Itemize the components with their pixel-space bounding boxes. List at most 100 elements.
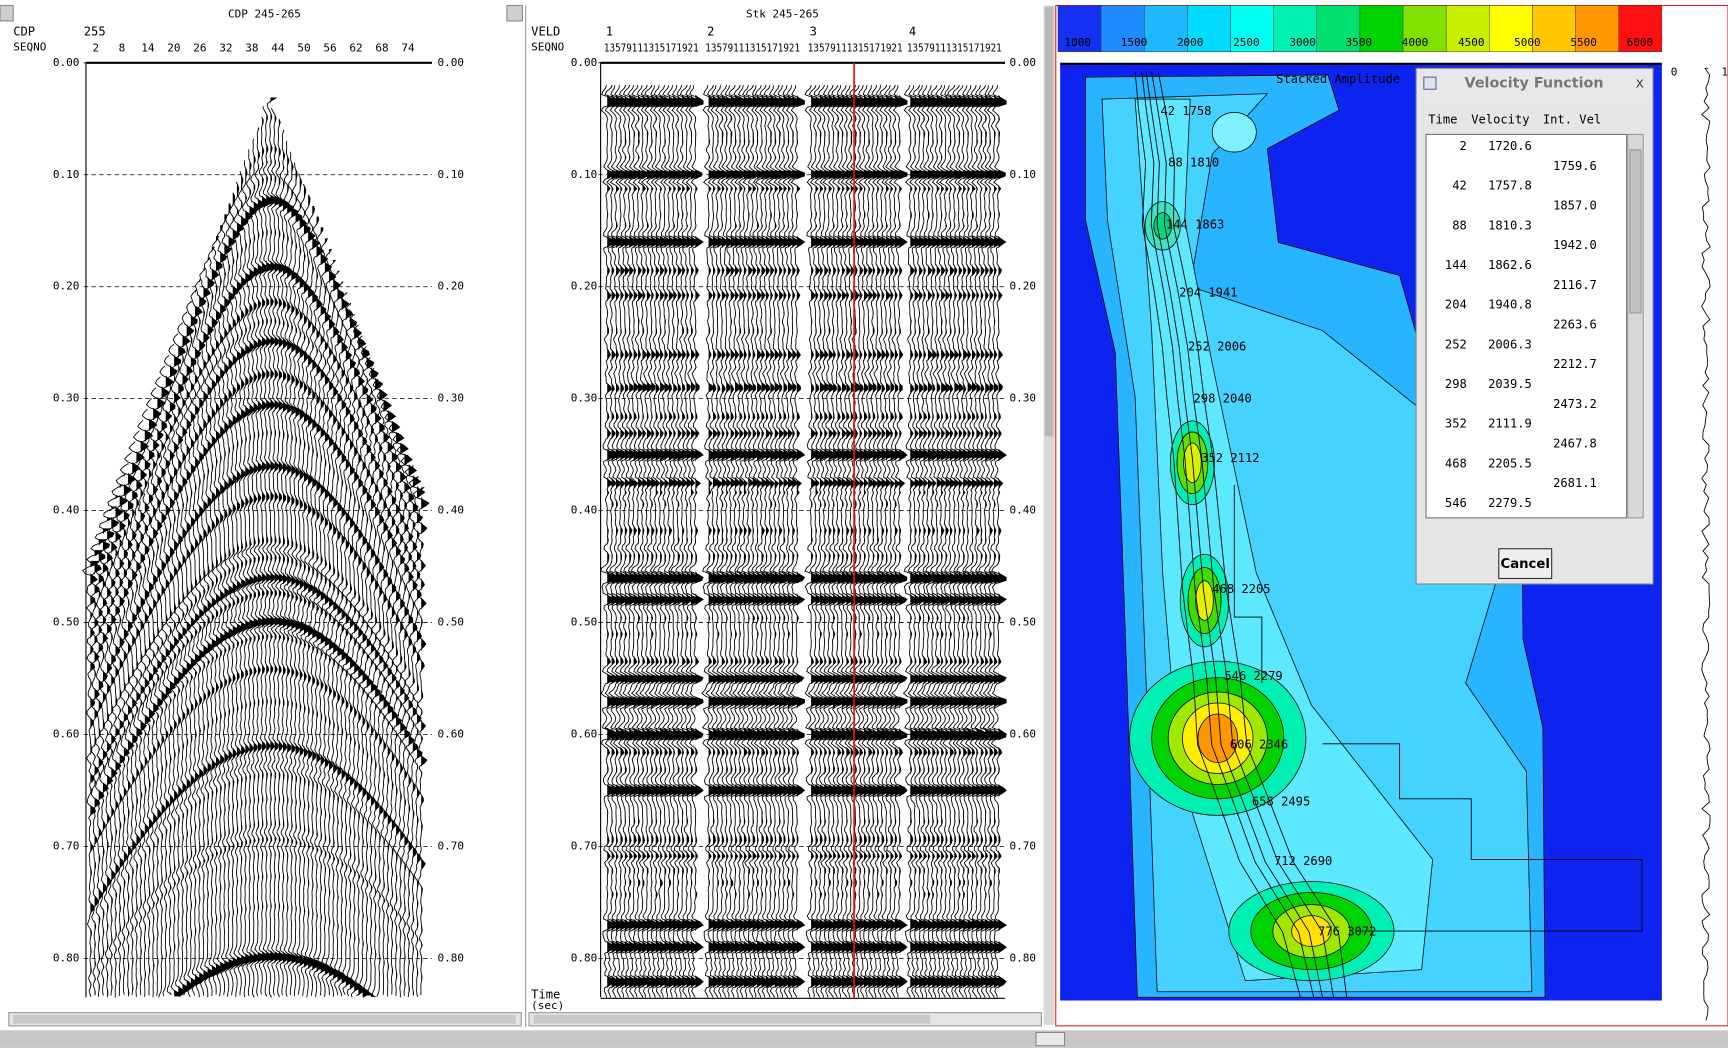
cancel-label: Cancel (1501, 557, 1550, 572)
wiggle-fill (855, 85, 863, 998)
group-label: 2 (707, 24, 714, 38)
axis-label: SEQNO (531, 40, 564, 53)
interval-cell: 1942.0 (1553, 238, 1597, 252)
scrollbar[interactable] (1043, 5, 1055, 1025)
wiggle-trace (128, 441, 145, 997)
column-header: Int. Vel (1543, 113, 1601, 127)
colorbar-label: 1000 (1065, 36, 1092, 49)
wiggle-fill (936, 85, 945, 998)
velocity-cell: 2279.5 (1488, 496, 1532, 510)
colorbar-label: 4500 (1458, 36, 1485, 49)
close-button[interactable]: x (1636, 76, 1645, 92)
colorbar-label: 2000 (1177, 36, 1204, 49)
wiggle-trace (987, 85, 1003, 998)
colorbar-cell (1144, 5, 1188, 53)
wiggle-trace (652, 85, 669, 998)
wiggle-fill (677, 85, 686, 998)
colorbar-cell (1273, 5, 1318, 53)
wiggle-fill (664, 85, 673, 998)
trace-label: 74 (401, 41, 415, 54)
wiggle-fill (651, 85, 660, 998)
column-header: Time (1428, 113, 1457, 127)
scroll-thumb[interactable] (1044, 6, 1054, 437)
interval-cell: 2467.8 (1553, 437, 1597, 451)
wiggle-trace (600, 85, 616, 998)
velocity-cell: 1940.8 (1488, 298, 1532, 312)
wiggle-trace (145, 398, 162, 998)
time-label: Time (531, 988, 560, 1002)
wiggle-fill (743, 85, 752, 998)
velocity-cell: 2111.9 (1488, 417, 1532, 431)
wiggle-trace (299, 183, 312, 997)
wiggle-fill (708, 85, 717, 998)
group-label: 1 (606, 24, 613, 38)
wiggle-fill (203, 268, 211, 996)
wiggle-fill (735, 85, 743, 998)
trace-label: 2 (93, 41, 100, 54)
wiggle-fill (932, 85, 941, 998)
wiggle-fill (607, 85, 615, 998)
wiggle-trace (835, 85, 851, 998)
wiggle-fill (682, 85, 690, 998)
wiggle-trace (617, 84, 634, 998)
time-tick-label: 0.50 (1009, 616, 1036, 629)
dialog-title: Velocity Function (1465, 76, 1604, 92)
next-button[interactable] (506, 4, 523, 22)
wiggle-trace (982, 85, 999, 998)
wiggle-trace (320, 238, 332, 997)
time-tick-label: 0.00 (571, 56, 598, 69)
wiggle-trace (878, 84, 895, 998)
wiggle-trace (324, 248, 337, 996)
wiggle-fill (241, 171, 249, 996)
wiggle-trace (224, 203, 237, 997)
colorbar-label: 5500 (1570, 36, 1597, 49)
wiggle-trace (396, 443, 413, 996)
wiggle-trace (282, 140, 295, 997)
time-tick-label: 0.70 (438, 839, 465, 852)
colorbar-cell (1402, 5, 1447, 53)
colorbar-label: 3000 (1289, 36, 1316, 49)
contour (1291, 915, 1332, 947)
wiggle-trace (291, 162, 303, 997)
window-icon (1423, 76, 1437, 90)
side-strip (1664, 63, 1726, 1023)
wiggle-fill (199, 279, 207, 998)
wiggle-trace (907, 85, 924, 998)
seqno-label: 13579111315171921 (705, 41, 800, 54)
wiggle-trace (124, 452, 141, 995)
pick-label: 298 2040 (1194, 391, 1252, 405)
colorbar-label: 2500 (1233, 36, 1260, 49)
wiggle-fill (792, 85, 801, 998)
wiggle-trace (353, 324, 367, 997)
scroll-thumb[interactable] (13, 1014, 516, 1024)
wiggle-fill (266, 106, 274, 997)
wiggle-trace (959, 85, 977, 998)
colorbar-cell (1575, 5, 1619, 53)
scrollbars (0, 1012, 1728, 1048)
wiggle-fill (655, 85, 664, 998)
wiggle-trace (163, 354, 178, 995)
scroll-thumb[interactable] (533, 1014, 931, 1024)
wiggle-fill (963, 85, 971, 998)
scrollbar[interactable] (0, 1030, 1728, 1048)
trace-label: 8 (119, 41, 126, 54)
wiggle-trace (278, 129, 291, 996)
trace-label: 26 (193, 41, 206, 54)
prev-button[interactable] (0, 4, 14, 22)
time-tick-label: 0.00 (1009, 56, 1036, 69)
colorbar-label: 6000 (1627, 36, 1654, 49)
velocity-cell: 1810.3 (1488, 218, 1532, 232)
wiggle-trace (955, 85, 972, 998)
wiggle-trace (675, 85, 691, 998)
pick-label: 712 2690 (1274, 854, 1332, 868)
wiggle-trace (270, 108, 282, 996)
cancel-button[interactable] (1498, 548, 1553, 580)
time-cell: 298 (1445, 377, 1467, 391)
velocity-curve (1141, 71, 1315, 998)
scroll-thumb[interactable] (1035, 1031, 1066, 1047)
wiggle-trace (920, 85, 937, 998)
wiggle-trace (237, 170, 249, 996)
wiggle-trace (304, 194, 316, 998)
cdp-panel: CDP 245-265 CDP SEQNO 255 0.00 0.00 0.10 0.… (0, 4, 523, 998)
wiggle-trace (98, 517, 115, 998)
